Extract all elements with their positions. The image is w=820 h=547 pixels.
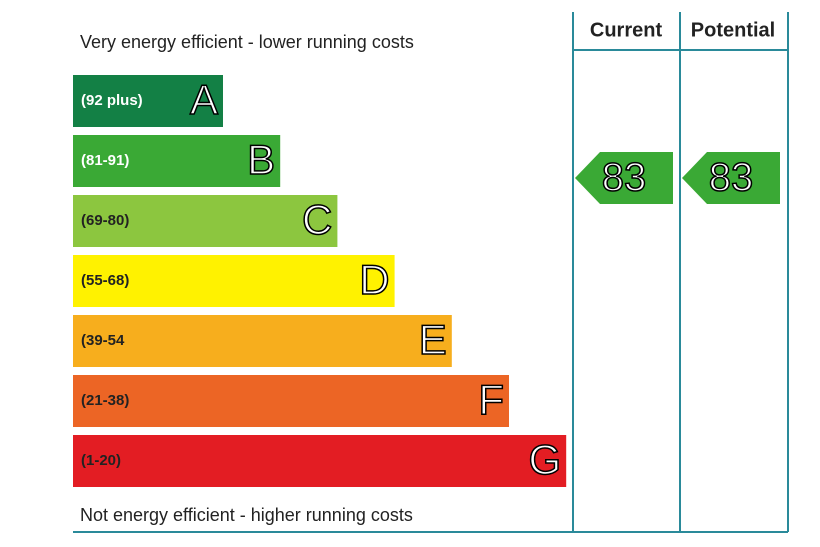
band — [73, 75, 223, 127]
band-range: (55-68) — [81, 272, 129, 289]
band-letter: A — [190, 76, 218, 123]
band-range: (92 plus) — [81, 92, 143, 109]
band-letter: C — [302, 196, 332, 243]
band-letter: G — [529, 436, 562, 483]
band-letter: B — [247, 136, 275, 183]
column-header: Potential — [691, 19, 775, 41]
band-range: (1-20) — [81, 452, 121, 469]
band — [73, 135, 281, 187]
bottom-label: Not energy efficient - higher running co… — [80, 505, 413, 525]
band-range: (69-80) — [81, 212, 129, 229]
band-range: (39-54 — [81, 332, 125, 349]
band — [73, 255, 395, 307]
band-letter: E — [419, 316, 447, 363]
rating-arrow — [682, 152, 780, 204]
rating-arrow — [575, 152, 673, 204]
top-label: Very energy efficient - lower running co… — [80, 32, 414, 52]
band-range: (21-38) — [81, 392, 129, 409]
band — [73, 435, 567, 487]
band — [73, 195, 338, 247]
rating-value: 83 — [709, 156, 754, 200]
band — [73, 375, 509, 427]
band-range: (81-91) — [81, 152, 129, 169]
rating-value: 83 — [602, 156, 647, 200]
band-letter: F — [478, 376, 504, 423]
column-header: Current — [590, 19, 663, 41]
band — [73, 315, 452, 367]
band-letter: D — [359, 256, 389, 303]
